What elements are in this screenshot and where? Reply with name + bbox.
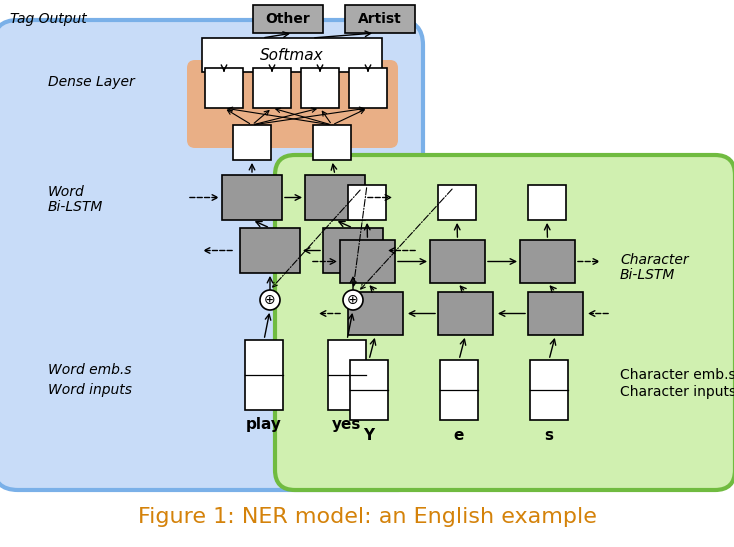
Bar: [328, 340, 366, 410]
Bar: [528, 185, 566, 220]
FancyBboxPatch shape: [187, 60, 398, 148]
Text: Y: Y: [363, 428, 374, 443]
Bar: [340, 240, 395, 283]
Text: Character emb.s: Character emb.s: [620, 368, 734, 382]
Text: s: s: [545, 428, 553, 443]
FancyBboxPatch shape: [275, 155, 734, 490]
Bar: [520, 240, 575, 283]
Bar: [430, 240, 485, 283]
Text: Other: Other: [266, 12, 310, 26]
Text: Tag Output: Tag Output: [10, 12, 87, 26]
Text: Word: Word: [48, 185, 84, 199]
Bar: [245, 340, 283, 410]
Bar: [233, 125, 271, 160]
Bar: [349, 68, 387, 108]
Bar: [438, 292, 493, 335]
Bar: [440, 360, 478, 420]
Bar: [253, 5, 323, 33]
Bar: [323, 228, 383, 273]
Text: Word inputs: Word inputs: [48, 383, 132, 397]
Text: Bi-LSTM: Bi-LSTM: [620, 268, 675, 282]
Text: e: e: [454, 428, 464, 443]
Bar: [305, 175, 365, 220]
Bar: [240, 228, 300, 273]
Text: ⊕: ⊕: [264, 293, 276, 307]
FancyBboxPatch shape: [0, 20, 423, 490]
Bar: [222, 175, 282, 220]
Text: Bi-LSTM: Bi-LSTM: [48, 200, 103, 214]
Bar: [202, 38, 382, 72]
Text: Character: Character: [620, 253, 688, 267]
Bar: [350, 360, 388, 420]
Text: Dense Layer: Dense Layer: [48, 75, 135, 89]
Text: Character inputs: Character inputs: [620, 385, 734, 399]
Text: yes: yes: [333, 417, 362, 433]
Bar: [205, 68, 243, 108]
Bar: [348, 185, 386, 220]
Text: Word emb.s: Word emb.s: [48, 363, 131, 377]
Bar: [530, 360, 568, 420]
Bar: [253, 68, 291, 108]
Text: Figure 1: NER model: an English example: Figure 1: NER model: an English example: [137, 507, 597, 527]
Circle shape: [343, 290, 363, 310]
Bar: [438, 185, 476, 220]
Circle shape: [260, 290, 280, 310]
Bar: [301, 68, 339, 108]
Bar: [528, 292, 583, 335]
Text: Artist: Artist: [358, 12, 402, 26]
Text: play: play: [246, 417, 282, 433]
Bar: [348, 292, 403, 335]
Bar: [345, 5, 415, 33]
Bar: [313, 125, 351, 160]
Text: Softmax: Softmax: [260, 48, 324, 62]
Text: ⊕: ⊕: [347, 293, 359, 307]
